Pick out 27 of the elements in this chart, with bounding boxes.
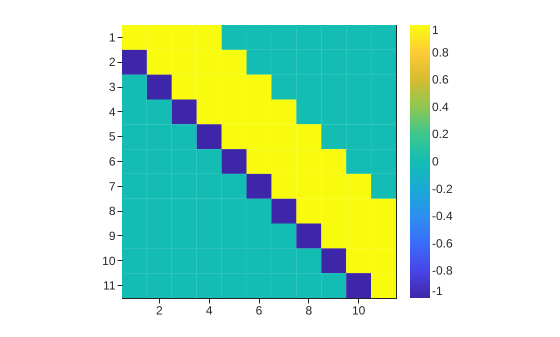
color-bar-label: -0.4 [432,209,454,224]
color-bar-label: -0.2 [432,182,454,196]
y-tick-label: 3 [108,80,116,94]
x-tick-label: 10 [352,304,366,318]
y-tick-label: 7 [108,179,116,194]
y-tick-label: 1 [108,30,116,44]
y-tick-label: 5 [108,130,116,144]
color-bar-label: 0.2 [432,127,450,142]
y-tick-label: 8 [108,204,116,218]
color-bar-label: -0.8 [432,264,454,278]
x-tick-label: 4 [206,304,213,318]
color-bar-label: -1 [432,284,443,298]
color-bar-label: 1 [432,23,439,37]
x-tick-label: 2 [156,304,164,318]
color-bar-label: 0 [432,154,439,168]
y-tick-label: 4 [108,104,116,119]
y-tick-label: 11 [103,278,116,293]
y-tick-label: 6 [108,154,116,168]
y-tick-label: 9 [108,228,116,243]
color-bar-label: 0.6 [432,72,450,87]
y-tick-label: 10 [102,254,116,268]
color-bar-label: 0.4 [432,100,450,114]
x-tick-label: 6 [256,304,263,318]
x-tick-label: 8 [305,304,312,318]
color-bar-label: -0.6 [432,236,454,250]
color-bar-label: 0.8 [432,45,450,60]
y-tick-label: 2 [108,55,116,70]
